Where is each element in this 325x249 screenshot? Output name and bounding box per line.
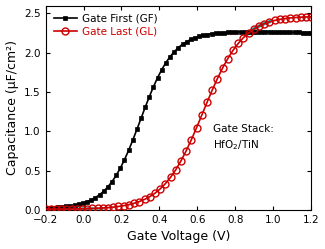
Line: Gate Last (GL): Gate Last (GL)	[42, 13, 315, 213]
Gate First (GF)	[156, 76, 160, 79]
Gate First (GF)	[44, 206, 47, 209]
Line: Gate First (GF): Gate First (GF)	[43, 29, 314, 210]
Y-axis label: Capacitance (μF/cm²): Capacitance (μF/cm²)	[6, 40, 19, 175]
Legend: Gate First (GF), Gate Last (GL): Gate First (GF), Gate Last (GL)	[51, 11, 161, 40]
Gate Last (GL)	[44, 208, 47, 211]
Gate Last (GL)	[64, 207, 68, 210]
X-axis label: Gate Voltage (V): Gate Voltage (V)	[127, 230, 230, 244]
Gate First (GF)	[309, 31, 313, 34]
Gate First (GF)	[301, 31, 305, 34]
Gate Last (GL)	[137, 200, 141, 203]
Gate Last (GL)	[309, 15, 313, 18]
Gate First (GF)	[106, 186, 110, 188]
Gate Last (GL)	[288, 16, 292, 19]
Gate Last (GL)	[215, 77, 219, 80]
Gate First (GF)	[247, 30, 251, 33]
Text: Gate Stack:
HfO$_2$/TiN: Gate Stack: HfO$_2$/TiN	[213, 124, 274, 152]
Gate Last (GL)	[169, 176, 173, 179]
Gate First (GF)	[181, 43, 185, 46]
Gate First (GF)	[123, 158, 126, 161]
Gate First (GF)	[276, 31, 280, 34]
Gate Last (GL)	[205, 101, 209, 104]
